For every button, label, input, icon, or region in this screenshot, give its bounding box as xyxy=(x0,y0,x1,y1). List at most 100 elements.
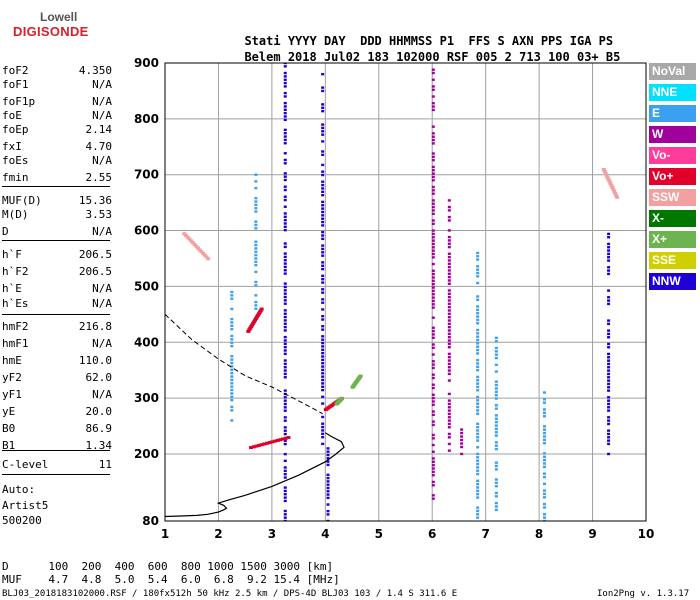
echo-e xyxy=(542,431,546,435)
param-value: 20.0 xyxy=(85,405,113,418)
echo-e xyxy=(542,398,546,401)
echo-e xyxy=(494,508,498,512)
echo-e xyxy=(476,328,480,332)
echo-w xyxy=(447,242,451,245)
echo-e xyxy=(230,395,234,398)
echo-vo- xyxy=(254,315,259,319)
echo-w xyxy=(431,460,435,463)
echo-nnw xyxy=(283,372,287,376)
echo-w xyxy=(431,396,435,400)
echo-nnw xyxy=(321,244,325,247)
legend-item-nne: NNE xyxy=(649,84,696,101)
echo-w xyxy=(431,400,435,403)
legend-item-sse: SSE xyxy=(649,252,696,269)
echo-e xyxy=(494,340,498,343)
distance-unit: [km] xyxy=(306,560,334,573)
echo-w xyxy=(431,222,435,226)
echo-vo- xyxy=(248,326,253,330)
echo-w xyxy=(431,212,435,216)
param-row-m-d-: M(D) 3.53 xyxy=(2,208,112,222)
echo-w xyxy=(447,342,451,346)
echo-e xyxy=(494,404,498,407)
echo-nnw xyxy=(607,246,611,249)
echo-e xyxy=(476,271,480,275)
echo-e xyxy=(476,456,480,459)
hdr-axn: AXN xyxy=(511,34,534,48)
echo-w xyxy=(431,413,435,417)
echo-nnw xyxy=(607,346,611,349)
param-value: N/A xyxy=(92,225,112,238)
echo-nnw xyxy=(321,442,325,446)
echo-w xyxy=(431,209,435,212)
echo-vo- xyxy=(278,438,283,442)
echo-nnw xyxy=(607,432,611,436)
echo-w xyxy=(431,497,435,500)
echo-nnw xyxy=(283,439,287,442)
echo-e xyxy=(542,415,546,418)
echo-w xyxy=(447,339,451,342)
echo-w xyxy=(431,393,435,396)
echo-nnw xyxy=(326,513,330,516)
echo-e xyxy=(476,395,480,399)
param-separator xyxy=(2,186,110,187)
echo-e xyxy=(476,486,480,489)
muf-row: MUF 4.7 4.8 5.0 5.4 6.0 6.8 9.2 15.4 [MH… xyxy=(2,573,340,586)
echo-nnw xyxy=(283,138,287,142)
echo-w xyxy=(431,192,435,195)
echo-nnw xyxy=(283,376,287,379)
echo-nnw xyxy=(321,415,325,419)
echo-e xyxy=(476,315,480,318)
plot-frame xyxy=(164,62,647,522)
echo-e xyxy=(230,297,234,300)
x-tick-label: 9 xyxy=(588,527,596,541)
echo-nnw xyxy=(283,262,287,265)
echo-nnw xyxy=(326,460,330,463)
echo-vo- xyxy=(283,436,288,440)
param-row-h-f: h`F 206.5 xyxy=(2,248,112,262)
param-name: h`Es xyxy=(2,297,29,310)
echo-w xyxy=(447,259,451,262)
echo-w xyxy=(431,373,435,376)
echo-w xyxy=(447,319,451,322)
echo-nnw xyxy=(321,106,325,109)
echo-ssw xyxy=(204,255,209,259)
echo-w xyxy=(447,442,451,446)
legend-item-nnw: NNW xyxy=(649,273,696,290)
echo-nnw xyxy=(321,395,325,399)
echo-e xyxy=(254,220,258,223)
legend-item-noval: NoVal xyxy=(649,63,696,80)
echo-nnw xyxy=(283,476,287,479)
echo-e xyxy=(476,258,480,261)
y-tick-label: 400 xyxy=(134,335,159,349)
distance-row: D 100 200 400 600 800 1000 1500 3000 [km… xyxy=(2,560,333,573)
val-ps: B5 xyxy=(605,50,621,64)
echo-nnw xyxy=(283,322,287,325)
profile-curves xyxy=(165,313,345,518)
echo-e xyxy=(476,399,480,402)
echo-nnw xyxy=(326,519,330,521)
val-ffs: 005 xyxy=(475,50,498,64)
echo-nnw xyxy=(326,493,330,496)
param-name: foF1p xyxy=(2,95,36,108)
val-hhmmss: 102000 xyxy=(396,50,440,64)
echo-nnw xyxy=(607,289,611,292)
hdr-pps: PPS xyxy=(540,34,563,48)
echo-nnw xyxy=(321,325,325,328)
echo-w xyxy=(431,269,435,272)
echo-ssw xyxy=(187,237,192,241)
param-row-hmf2: hmF2 216.8 xyxy=(2,320,112,334)
echo-vo- xyxy=(254,444,259,448)
echo-nnw xyxy=(321,210,325,214)
echo-ssw xyxy=(612,189,617,193)
echo-nnw xyxy=(321,274,325,278)
echo-nnw xyxy=(607,389,611,392)
echo-e xyxy=(494,424,498,427)
param-name: yF1 xyxy=(2,388,22,401)
echo-e xyxy=(494,356,498,360)
echo-w xyxy=(431,450,435,453)
echo-nnw xyxy=(326,509,330,513)
x-tick-label: 8 xyxy=(535,527,543,541)
echo-nnw xyxy=(607,356,611,359)
muf-unit: [MHz] xyxy=(306,573,340,586)
echo-nnw xyxy=(321,358,325,362)
